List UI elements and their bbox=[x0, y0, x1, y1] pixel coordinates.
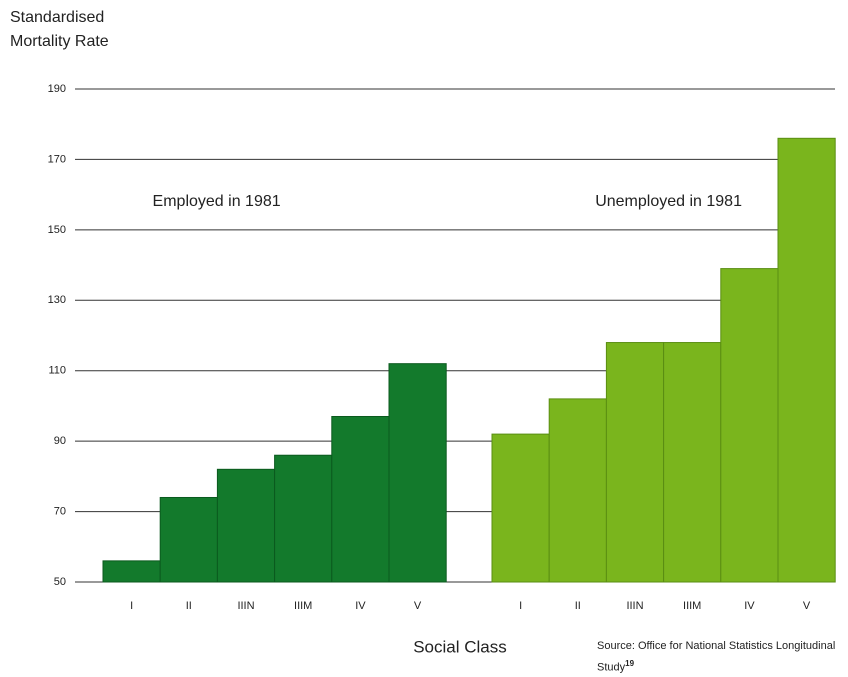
y-tick-label: 130 bbox=[48, 294, 66, 306]
x-axis-label: Social Class bbox=[413, 637, 507, 656]
bar bbox=[548, 398, 607, 583]
source-ref: 19 bbox=[625, 659, 635, 668]
y-tick-label: 110 bbox=[48, 365, 66, 377]
bar bbox=[331, 415, 390, 583]
source-note: Source: Office for National Statistics L… bbox=[597, 638, 837, 677]
x-tick-label: IIIM bbox=[294, 600, 312, 612]
y-tick-label: 50 bbox=[54, 576, 66, 588]
x-tick-label: I bbox=[519, 600, 522, 612]
x-tick-label: IIIN bbox=[237, 600, 254, 612]
bar bbox=[605, 342, 665, 583]
bar bbox=[491, 433, 550, 583]
y-tick-label: 90 bbox=[54, 435, 66, 447]
x-tick-label: V bbox=[414, 600, 422, 612]
y-tick-label: 190 bbox=[48, 83, 66, 95]
series-label: Employed in 1981 bbox=[153, 193, 281, 210]
x-tick-label: IV bbox=[355, 600, 366, 612]
x-tick-label: IV bbox=[744, 600, 755, 612]
bar bbox=[274, 454, 333, 583]
bar bbox=[720, 268, 779, 583]
series-label: Unemployed in 1981 bbox=[595, 193, 742, 210]
bar bbox=[663, 342, 722, 583]
bar bbox=[216, 468, 276, 583]
y-tick-label: 150 bbox=[48, 224, 66, 236]
source-text: Source: Office for National Statistics L… bbox=[597, 640, 836, 674]
bar bbox=[159, 496, 218, 583]
x-tick-label: II bbox=[186, 600, 192, 612]
x-tick-label: V bbox=[803, 600, 811, 612]
y-axis-label: Standardised Mortality Rate bbox=[10, 9, 109, 50]
bar bbox=[102, 560, 161, 583]
y-tick-label: 170 bbox=[48, 153, 66, 165]
x-tick-label: IIIN bbox=[626, 600, 643, 612]
x-tick-label: IIIM bbox=[683, 600, 701, 612]
bar bbox=[777, 137, 836, 583]
bar bbox=[388, 363, 447, 583]
x-tick-label: I bbox=[130, 600, 133, 612]
y-tick-label: 70 bbox=[54, 505, 66, 517]
x-tick-label: II bbox=[575, 600, 581, 612]
